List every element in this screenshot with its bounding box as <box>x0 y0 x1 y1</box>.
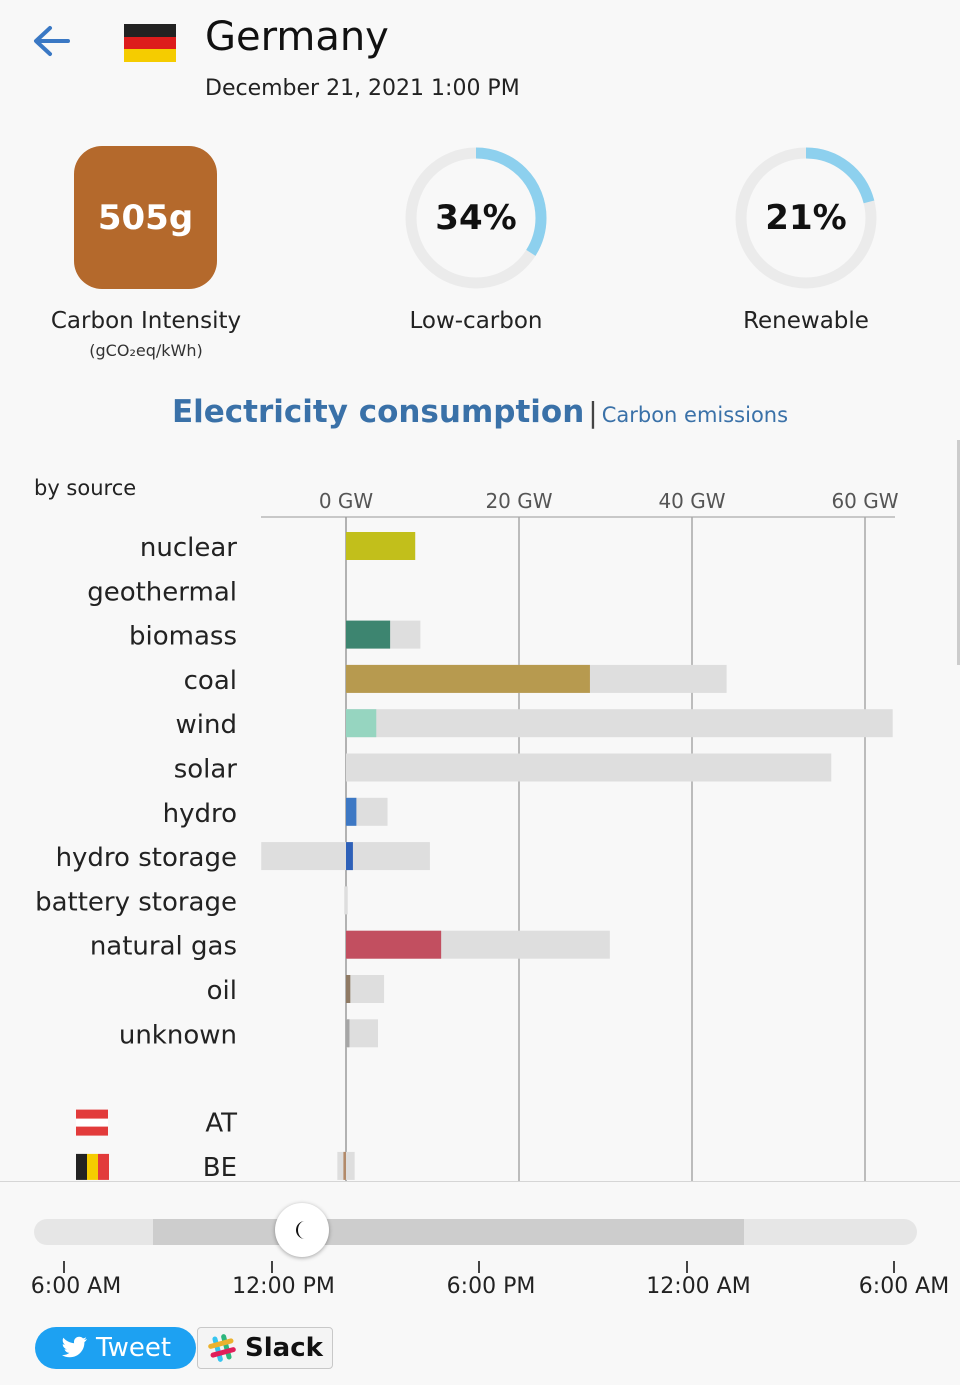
arrow-left-icon <box>34 26 70 56</box>
production-bar <box>346 797 357 826</box>
source-label: oil <box>207 976 237 1006</box>
timeline-tick-label: 6:00 AM <box>858 1274 950 1299</box>
capacity-bar <box>346 753 832 782</box>
x-tick-label: 0 GW <box>319 489 374 513</box>
source-label: wind <box>176 710 237 740</box>
exchange-label: AT <box>205 1109 237 1139</box>
exchange-bar <box>343 1151 346 1180</box>
austria-flag-icon <box>76 1109 108 1136</box>
source-label: hydro <box>163 799 237 829</box>
production-bar <box>346 664 590 693</box>
scrollbar[interactable] <box>957 440 960 665</box>
timeline-tick <box>685 1261 688 1273</box>
timeline-tick <box>478 1261 480 1273</box>
carbon-intensity-badge: 505g <box>74 146 217 289</box>
timeline-tick <box>63 1261 65 1273</box>
production-bar <box>346 709 377 738</box>
slack-button[interactable]: Slack <box>197 1327 333 1369</box>
timeline-tick-label: 12:00 PM <box>232 1274 335 1299</box>
capacity-bar <box>344 886 348 915</box>
carbon-intensity-label: Carbon Intensity <box>50 308 242 334</box>
capacity-bar <box>346 975 385 1003</box>
exchange-label: BE <box>203 1153 237 1181</box>
renewable-value: 21% <box>765 198 847 238</box>
renewable-label: Renewable <box>743 308 869 334</box>
datetime-label: December 21, 2021 1:00 PM <box>205 76 520 101</box>
renewable-gauge: 21% <box>732 144 880 292</box>
production-bar <box>346 532 416 560</box>
moon-icon <box>295 1221 305 1239</box>
source-label: battery storage <box>35 887 237 917</box>
timeline-tick-label: 6:00 PM <box>446 1274 536 1299</box>
tweet-button[interactable]: Tweet <box>35 1327 196 1369</box>
carbon-intensity-unit: (gCO₂eq/kWh) <box>89 341 203 360</box>
slack-label: Slack <box>245 1333 323 1363</box>
source-label: biomass <box>129 622 237 652</box>
germany-flag-icon <box>124 24 176 62</box>
source-label: natural gas <box>90 932 237 962</box>
tab-electricity-consumption[interactable]: Electricity consumption <box>171 394 585 430</box>
capacity-bar <box>261 842 430 871</box>
source-label: geothermal <box>87 577 237 607</box>
belgium-flag-icon <box>76 1153 109 1180</box>
source-label: unknown <box>119 1020 237 1050</box>
x-tick-label: 20 GW <box>485 489 552 513</box>
production-bar <box>346 930 442 959</box>
production-bar <box>346 620 391 649</box>
country-title: Germany <box>205 14 389 60</box>
production-bar <box>346 1019 350 1048</box>
x-tick-label: 60 GW <box>831 489 898 513</box>
time-slider-thumb[interactable] <box>275 1203 329 1257</box>
tab-separator: | <box>588 396 598 429</box>
production-chart: 0 GW 20 GW 40 GW 60 GW nuclear geothermal biom… <box>35 489 899 1181</box>
source-label: coal <box>184 666 237 696</box>
chart-mode-tabs: Electricity consumption | Carbon emissions <box>0 394 960 430</box>
low-carbon-label: Low-carbon <box>409 308 543 334</box>
back-button[interactable] <box>28 18 76 64</box>
tweet-label: Tweet <box>95 1333 172 1363</box>
divider <box>0 1181 960 1182</box>
slack-logo-icon <box>208 1334 236 1362</box>
x-tick-label: 40 GW <box>658 489 725 513</box>
source-label: nuclear <box>140 533 237 563</box>
source-label: solar <box>174 755 238 785</box>
chart-subtitle: by source <box>34 476 137 500</box>
twitter-bird-icon <box>61 1336 87 1358</box>
carbon-intensity-value: 505g <box>97 197 194 238</box>
timeline-tick <box>270 1261 273 1273</box>
time-slider-range <box>153 1219 744 1245</box>
low-carbon-gauge: 34% <box>402 144 550 292</box>
timeline-tick-label: 12:00 AM <box>646 1274 751 1299</box>
capacity-bar <box>346 1019 379 1048</box>
timeline-tick <box>893 1261 895 1273</box>
tab-carbon-emissions[interactable]: Carbon emissions <box>601 403 789 427</box>
capacity-bar <box>346 709 893 738</box>
timeline-tick-label: 6:00 AM <box>30 1274 122 1299</box>
production-bar <box>346 842 353 871</box>
source-label: hydro storage <box>56 843 237 873</box>
production-bar <box>346 975 351 1003</box>
low-carbon-value: 34% <box>435 198 517 238</box>
